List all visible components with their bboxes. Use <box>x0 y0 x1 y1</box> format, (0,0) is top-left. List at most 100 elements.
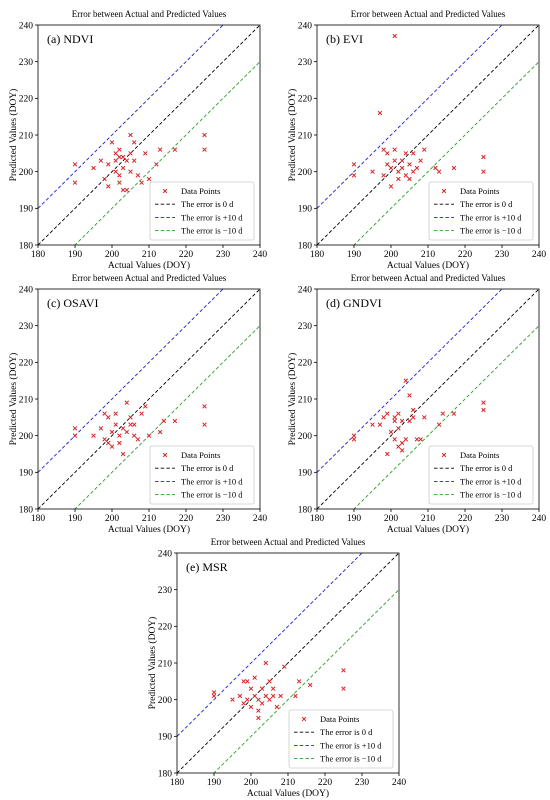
data-point <box>256 715 261 721</box>
y-tick-label: 220 <box>19 95 34 105</box>
data-point <box>481 154 486 160</box>
data-point <box>307 682 313 688</box>
data-point <box>481 407 486 413</box>
legend-item-zero: The error is 0 d <box>434 199 513 209</box>
data-point <box>252 675 257 680</box>
data-point <box>388 429 394 435</box>
data-point <box>252 693 257 699</box>
data-point <box>341 668 346 673</box>
legend-item-minus-10: The error is −10 d <box>434 226 522 236</box>
data-point <box>259 701 265 706</box>
y-tick-label: 190 <box>19 469 34 479</box>
legend-item-plus-10: The error is +10 d <box>294 740 382 750</box>
legend-item-points: Data Points <box>301 714 359 724</box>
data-point <box>399 165 405 171</box>
x-axis-label: Actual Values (DOY) <box>247 788 329 799</box>
y-tick-label: 190 <box>158 733 173 743</box>
x-axis-label: Actual Values (DOY) <box>387 524 469 535</box>
data-point <box>72 180 78 185</box>
data-point <box>237 693 243 699</box>
panel-title: Error between Actual and Predicted Value… <box>351 273 506 283</box>
data-point <box>433 165 438 171</box>
minus-10-error-line <box>353 325 539 509</box>
legend-label: The error is 0 d <box>460 199 513 209</box>
data-point <box>388 184 394 189</box>
data-point <box>241 701 246 706</box>
legend-item-zero: The error is 0 d <box>155 463 234 473</box>
data-point <box>128 151 133 156</box>
y-tick-label: 180 <box>298 241 313 251</box>
x-tick-label: 190 <box>68 250 83 260</box>
data-point <box>172 418 178 424</box>
data-point <box>113 422 118 427</box>
data-point <box>202 147 207 152</box>
legend-item-zero: The error is 0 d <box>155 199 234 209</box>
data-point <box>407 393 412 398</box>
y-tick-label: 210 <box>19 395 34 405</box>
data-point <box>377 110 383 116</box>
data-point <box>481 169 486 174</box>
y-tick-label: 180 <box>19 505 34 515</box>
x-tick-label: 240 <box>532 514 547 524</box>
legend-item-points: Data Points <box>162 450 220 460</box>
data-point <box>392 437 397 442</box>
x-tick-label: 190 <box>347 250 362 260</box>
legend-label: The error is −10 d <box>181 490 243 500</box>
data-point <box>403 173 409 178</box>
data-point <box>117 154 122 160</box>
legend-item-minus-10: The error is −10 d <box>434 490 522 500</box>
data-point <box>418 158 423 163</box>
data-point <box>120 165 126 171</box>
y-axis-label: Predicted Values (DOY) <box>287 89 298 182</box>
y-tick-label: 220 <box>298 359 313 369</box>
y-tick-label: 180 <box>19 241 34 251</box>
data-point <box>410 151 416 156</box>
legend-marker <box>301 716 307 722</box>
legend-label: Data Points <box>181 186 220 196</box>
legend-box <box>288 709 394 769</box>
data-point <box>267 679 272 684</box>
data-point <box>109 444 115 449</box>
data-point <box>403 151 409 156</box>
legend-label: Data Points <box>181 450 220 460</box>
legend-label: The error is −10 d <box>460 490 522 500</box>
data-point <box>211 693 217 699</box>
panel-3: Error between Actual and Predicted Value… <box>8 273 267 535</box>
data-point <box>396 426 401 431</box>
y-tick-label: 220 <box>158 623 173 633</box>
legend-item-points: Data Points <box>162 186 220 196</box>
data-point <box>407 418 412 424</box>
x-tick-label: 180 <box>170 778 185 788</box>
y-tick-label: 230 <box>298 58 313 68</box>
minus-10-error-line <box>353 61 539 245</box>
legend-label: The error is +10 d <box>320 740 382 750</box>
panel-label: (e) MSR <box>186 560 228 574</box>
data-point <box>211 690 217 695</box>
data-point <box>396 444 401 449</box>
data-point <box>256 708 261 713</box>
data-point <box>102 176 107 182</box>
zero-error-line <box>38 25 260 245</box>
data-point <box>139 180 144 185</box>
legend-item-plus-10: The error is +10 d <box>155 212 243 222</box>
legend-marker <box>441 452 447 458</box>
data-point <box>410 415 416 420</box>
legend-item-zero: The error is 0 d <box>434 463 513 473</box>
data-point <box>102 411 107 416</box>
data-point <box>248 686 254 691</box>
data-point <box>124 429 130 435</box>
y-tick-label: 220 <box>298 95 313 105</box>
legend-item-minus-10: The error is −10 d <box>155 226 243 236</box>
legend-item-points: Data Points <box>441 186 499 196</box>
data-point <box>407 162 412 167</box>
y-tick-label: 240 <box>298 21 313 31</box>
legend-item-minus-10: The error is −10 d <box>155 490 243 500</box>
y-tick-label: 240 <box>19 285 34 295</box>
data-point <box>381 415 386 420</box>
minus-10-error-line <box>74 61 260 245</box>
plus-10-error-line <box>38 289 224 473</box>
panel-title: Error between Actual and Predicted Value… <box>72 9 227 19</box>
data-point <box>451 411 457 416</box>
legend-label: The error is −10 d <box>460 226 522 236</box>
